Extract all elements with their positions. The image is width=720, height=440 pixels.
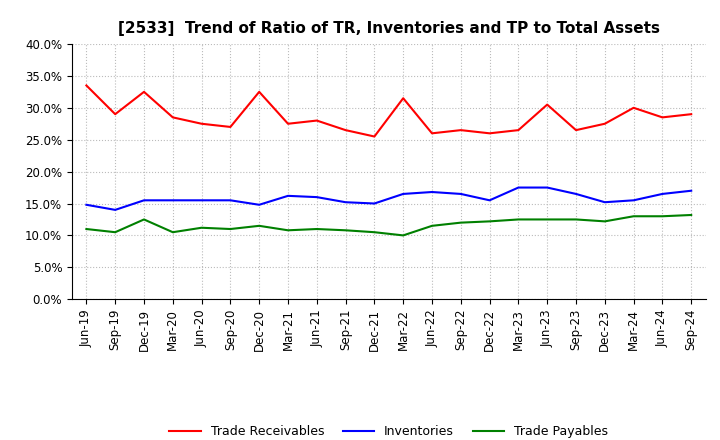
Trade Payables — [399, 233, 408, 238]
Trade Payables — [284, 227, 292, 233]
Inventories — [341, 200, 350, 205]
Trade Receivables — [456, 128, 465, 133]
Inventories — [82, 202, 91, 207]
Trade Receivables — [168, 115, 177, 120]
Trade Receivables — [284, 121, 292, 126]
Trade Payables — [629, 214, 638, 219]
Trade Receivables — [658, 115, 667, 120]
Legend: Trade Receivables, Inventories, Trade Payables: Trade Receivables, Inventories, Trade Pa… — [164, 420, 613, 440]
Inventories — [658, 191, 667, 197]
Trade Receivables — [82, 83, 91, 88]
Inventories — [312, 194, 321, 200]
Trade Receivables — [226, 124, 235, 129]
Inventories — [456, 191, 465, 197]
Trade Payables — [600, 219, 609, 224]
Trade Receivables — [197, 121, 206, 126]
Trade Payables — [370, 230, 379, 235]
Trade Payables — [485, 219, 494, 224]
Trade Payables — [687, 213, 696, 218]
Inventories — [572, 191, 580, 197]
Inventories — [111, 207, 120, 213]
Trade Payables — [197, 225, 206, 231]
Trade Receivables — [485, 131, 494, 136]
Trade Payables — [543, 217, 552, 222]
Trade Receivables — [514, 128, 523, 133]
Title: [2533]  Trend of Ratio of TR, Inventories and TP to Total Assets: [2533] Trend of Ratio of TR, Inventories… — [118, 21, 660, 36]
Trade Receivables — [428, 131, 436, 136]
Inventories — [168, 198, 177, 203]
Inventories — [687, 188, 696, 193]
Inventories — [140, 198, 148, 203]
Inventories — [197, 198, 206, 203]
Trade Payables — [428, 223, 436, 228]
Trade Payables — [140, 217, 148, 222]
Trade Receivables — [600, 121, 609, 126]
Trade Payables — [255, 223, 264, 228]
Trade Payables — [168, 230, 177, 235]
Trade Payables — [456, 220, 465, 225]
Trade Receivables — [255, 89, 264, 95]
Trade Receivables — [370, 134, 379, 139]
Trade Receivables — [543, 102, 552, 107]
Inventories — [255, 202, 264, 207]
Trade Payables — [226, 226, 235, 231]
Trade Receivables — [111, 111, 120, 117]
Trade Receivables — [629, 105, 638, 110]
Line: Inventories: Inventories — [86, 187, 691, 210]
Inventories — [428, 189, 436, 194]
Trade Receivables — [572, 128, 580, 133]
Line: Trade Payables: Trade Payables — [86, 215, 691, 235]
Trade Payables — [514, 217, 523, 222]
Inventories — [514, 185, 523, 190]
Trade Receivables — [399, 95, 408, 101]
Trade Payables — [82, 226, 91, 231]
Inventories — [370, 201, 379, 206]
Trade Receivables — [312, 118, 321, 123]
Inventories — [226, 198, 235, 203]
Trade Payables — [111, 230, 120, 235]
Inventories — [284, 193, 292, 198]
Inventories — [600, 200, 609, 205]
Inventories — [399, 191, 408, 197]
Inventories — [485, 198, 494, 203]
Line: Trade Receivables: Trade Receivables — [86, 85, 691, 136]
Trade Receivables — [341, 128, 350, 133]
Trade Payables — [341, 227, 350, 233]
Inventories — [629, 198, 638, 203]
Trade Receivables — [140, 89, 148, 95]
Trade Payables — [658, 214, 667, 219]
Trade Receivables — [687, 111, 696, 117]
Trade Payables — [312, 226, 321, 231]
Inventories — [543, 185, 552, 190]
Trade Payables — [572, 217, 580, 222]
